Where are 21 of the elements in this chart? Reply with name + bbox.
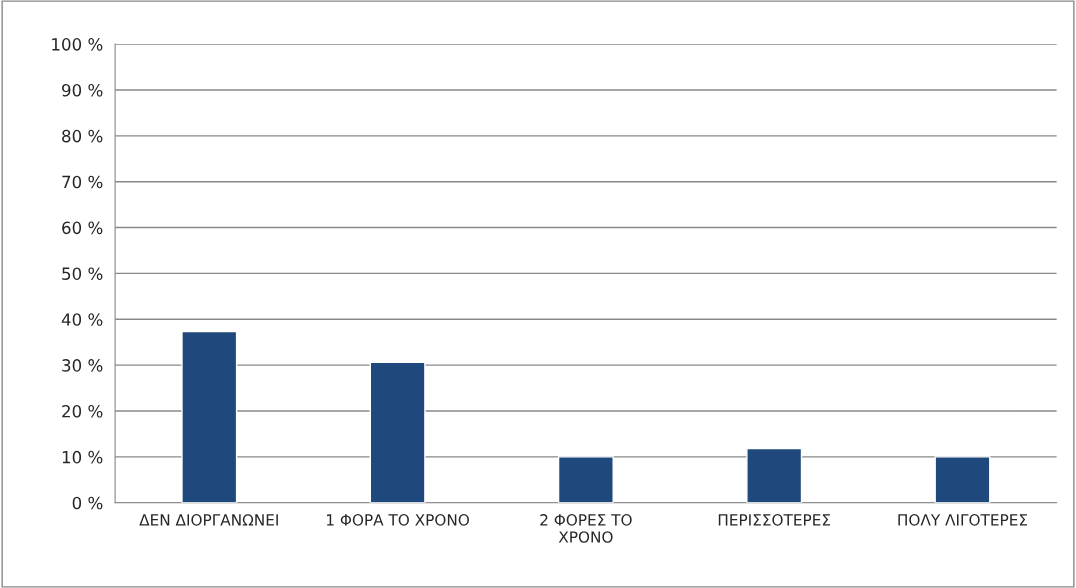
x-tick-label: 1 ΦΟΡΑ ΤΟ ΧΡΟΝΟ: [327, 514, 469, 526]
y-tick-label: 70 %: [62, 175, 103, 189]
y-tick-label: 60 %: [62, 221, 103, 235]
y-tick-label: 30 %: [62, 359, 103, 372]
y-tick-label: 100 %: [52, 38, 103, 51]
y-tick-label: 50 %: [62, 267, 103, 280]
bar: [369, 361, 426, 503]
x-tick-label: ΠΕΡΙΣΣΟΤΕΡΕΣ: [718, 514, 831, 526]
y-tick-label: 20 %: [62, 404, 103, 418]
x-tick-label: ΠΟΛΥ ΛΙΓΟΤΕΡΕΣ: [898, 514, 1028, 526]
y-tick-label: 0 %: [72, 496, 103, 510]
bar: [181, 330, 238, 503]
y-tick-label: 10 %: [62, 450, 103, 464]
x-tick-label: ΔΕΝ ΔΙΟΡΓΑΝΩΝΕΙ: [139, 514, 278, 526]
bar: [557, 456, 614, 503]
x-tick-label: 2 ΦΟΡΕΣ ΤΟ ΧΡΟΝΟ: [540, 514, 632, 543]
y-tick-label: 90 %: [62, 83, 103, 97]
bar: [934, 456, 991, 503]
y-tick-label: 40 %: [61, 313, 103, 326]
y-tick-label: 80 %: [62, 129, 103, 143]
bar: [746, 447, 803, 503]
